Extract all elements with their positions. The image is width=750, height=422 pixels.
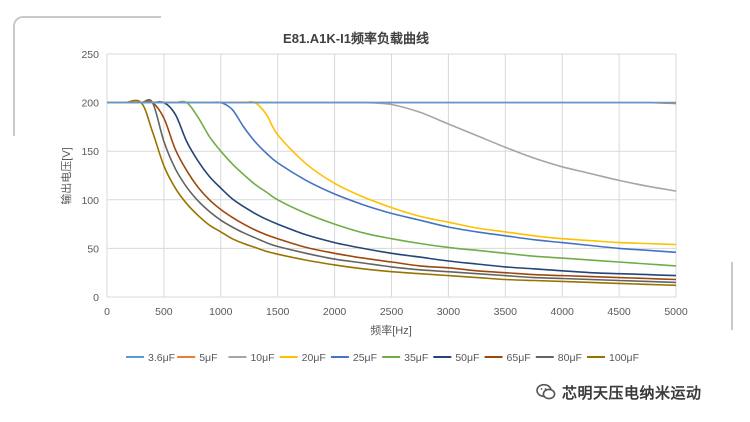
legend-label: 5μF — [199, 352, 217, 364]
chart-title: E81.A1K-I1频率负载曲线 — [283, 31, 429, 46]
legend-label: 50μF — [455, 352, 479, 364]
x-tick-label: 2500 — [380, 306, 404, 318]
x-tick-label: 2000 — [323, 306, 347, 318]
series-line-7 — [107, 100, 677, 277]
decorative-frame-corner — [13, 16, 161, 136]
legend-label: 25μF — [353, 352, 377, 364]
x-tick-label: 4500 — [607, 306, 631, 318]
watermark: 芯明天压电纳米运动 — [536, 382, 702, 402]
legend-label: 65μF — [507, 352, 531, 364]
x-tick-label: 3000 — [437, 306, 461, 318]
legend-label: 100μF — [609, 352, 639, 364]
legend: 3.6μF 5μF 10μF 20μF 25μF 35μF 50μF 65μF 80μF 100μ… — [126, 352, 639, 364]
legend-label: 20μF — [302, 352, 326, 364]
watermark-text: 芯明天压电纳米运动 — [562, 384, 702, 402]
x-tick-labels: 0 500 1000 1500 2000 2500 3000 3500 4000 4500 5000 — [104, 306, 688, 318]
wechat-icon — [536, 383, 556, 400]
y-tick-labels: 0 50 100 150 200 250 — [81, 49, 99, 304]
x-tick-label: 1500 — [266, 306, 290, 318]
series-line-9 — [107, 98, 677, 284]
series-line-10 — [107, 99, 677, 287]
y-tick-label: 100 — [81, 195, 99, 207]
series-line-8 — [107, 100, 677, 281]
x-tick-label: 3500 — [494, 306, 518, 318]
y-tick-label: 0 — [93, 292, 99, 304]
y-tick-label: 250 — [81, 49, 99, 61]
legend-label: 35μF — [404, 352, 428, 364]
series-group — [107, 98, 677, 287]
legend-label: 3.6μF — [148, 352, 175, 364]
x-tick-label: 500 — [155, 306, 173, 318]
decorative-frame-edge — [731, 262, 733, 330]
x-tick-label: 4000 — [551, 306, 575, 318]
legend-label: 80μF — [558, 352, 582, 364]
y-tick-label: 50 — [87, 243, 99, 255]
x-tick-label: 5000 — [664, 306, 688, 318]
x-tick-label: 0 — [104, 306, 110, 318]
x-axis-title: 频率[Hz] — [370, 323, 412, 337]
legend-label: 10μF — [250, 352, 274, 364]
y-axis-title: 输出电压[V] — [59, 147, 73, 204]
y-tick-label: 150 — [81, 146, 99, 158]
y-tick-label: 200 — [81, 98, 99, 110]
x-tick-label: 1000 — [209, 306, 233, 318]
